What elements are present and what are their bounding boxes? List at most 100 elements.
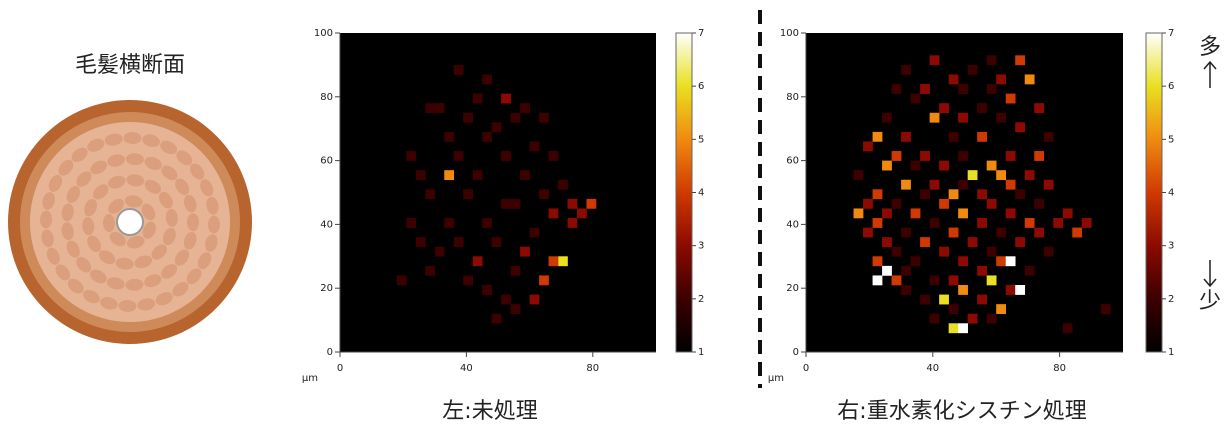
heatmap-cell bbox=[491, 313, 502, 324]
heatmap-cell bbox=[1005, 285, 1016, 295]
heatmap-cell bbox=[958, 256, 968, 267]
cortex-cell bbox=[71, 147, 88, 163]
heatmap-cell bbox=[920, 84, 930, 94]
plot-background bbox=[806, 33, 1123, 352]
cortex-cell bbox=[109, 231, 126, 247]
heatmap-cell bbox=[977, 218, 987, 228]
heatmap-cell bbox=[1081, 218, 1092, 228]
heatmap-cell bbox=[929, 275, 940, 286]
heatmap-cell bbox=[872, 256, 883, 267]
heatmap-cell bbox=[491, 237, 502, 248]
cortex-cell bbox=[40, 210, 53, 229]
y-tick-label: 20 bbox=[786, 283, 799, 294]
cortex-cell bbox=[158, 191, 173, 209]
cortex-cell bbox=[206, 196, 219, 215]
heatmap-cell bbox=[948, 131, 959, 142]
heatmap-cell bbox=[501, 198, 511, 209]
arrow-down bbox=[1203, 260, 1217, 288]
heatmap-cell bbox=[1100, 304, 1111, 315]
chart-caption: 左:未処理 bbox=[442, 399, 537, 424]
cortex-cell bbox=[106, 277, 125, 290]
heatmap-cell bbox=[472, 170, 483, 181]
cortex-cell bbox=[124, 195, 143, 208]
cortex-cell bbox=[98, 250, 116, 265]
heatmap-cell bbox=[539, 112, 549, 123]
cortex-cell bbox=[58, 159, 74, 176]
heatmap-cell bbox=[958, 112, 968, 123]
heatmap-cell bbox=[996, 112, 1007, 123]
hair-cross-section bbox=[8, 100, 252, 344]
cortex-cell bbox=[103, 214, 116, 233]
heatmap-cell bbox=[853, 208, 864, 219]
cortex-cell bbox=[126, 174, 145, 187]
cortex-cell bbox=[175, 178, 190, 195]
colorbar-tick-label: 7 bbox=[1168, 28, 1174, 39]
y-tick-label: 0 bbox=[327, 347, 333, 358]
heatmap-cell bbox=[453, 151, 464, 161]
heatmap-cell bbox=[996, 227, 1007, 238]
heatmap-cell bbox=[539, 189, 549, 200]
heatmap-chart: 0 20 40 60 80 100 0 40 80 μm 1 2 3 4 5 6 7 左:未処理 bbox=[302, 28, 704, 424]
cortex-cell bbox=[123, 132, 142, 145]
heatmap-cell bbox=[548, 208, 559, 219]
heatmap-cell bbox=[520, 170, 530, 181]
y-tick-label: 80 bbox=[786, 92, 799, 103]
heatmap-cell bbox=[491, 122, 502, 133]
heatmap-cell bbox=[891, 246, 902, 257]
heatmap-cell bbox=[901, 285, 911, 295]
heatmap-cell bbox=[920, 237, 930, 248]
heatmap-cell bbox=[958, 208, 968, 219]
heatmap-cell bbox=[482, 74, 492, 85]
heatmap-cell bbox=[986, 84, 997, 94]
colorbar-tick-label: 4 bbox=[698, 188, 704, 199]
heatmap-cell bbox=[520, 246, 530, 257]
heatmap-cell bbox=[929, 218, 940, 228]
heatmap-cell bbox=[891, 151, 902, 161]
heatmap-cell bbox=[558, 179, 568, 190]
heatmap-cell bbox=[453, 237, 464, 248]
heatmap-cell bbox=[425, 103, 436, 114]
colorbar-tick-label: 4 bbox=[1168, 188, 1174, 199]
heatmap-cell bbox=[967, 170, 978, 181]
heatmap-cell bbox=[872, 189, 883, 200]
heatmap-cell bbox=[958, 151, 968, 161]
cortex-cell bbox=[161, 264, 178, 279]
heatmap-cell bbox=[482, 218, 492, 228]
heatmap-cell bbox=[1024, 265, 1035, 276]
cortex-cell bbox=[87, 235, 102, 253]
cortex-cell bbox=[100, 297, 118, 310]
x-axis-label: μm bbox=[302, 373, 318, 384]
cortex-cell bbox=[76, 171, 92, 187]
colorbar-tick-label: 2 bbox=[1168, 294, 1174, 305]
cortex-cell bbox=[183, 231, 197, 250]
cortex-cell bbox=[42, 192, 55, 210]
heatmap-cell bbox=[996, 170, 1007, 181]
cortex-cell bbox=[125, 278, 144, 291]
heatmap-cell bbox=[977, 189, 987, 200]
x-tick-label: 0 bbox=[337, 363, 343, 374]
cortex-cell bbox=[207, 215, 220, 234]
heatmap-cell bbox=[920, 294, 930, 305]
heatmap-cell bbox=[425, 189, 436, 200]
heatmap-cell bbox=[986, 313, 997, 324]
heatmap-cell bbox=[1034, 198, 1045, 209]
heatmap-cell bbox=[967, 313, 978, 324]
heatmap-cell bbox=[948, 227, 959, 238]
heatmap-cell bbox=[482, 285, 492, 295]
heatmap-cell bbox=[920, 151, 930, 161]
cortex-cell bbox=[89, 269, 107, 284]
cortex-cell bbox=[144, 274, 162, 288]
heatmap-cell bbox=[996, 256, 1007, 267]
y-tick-label: 40 bbox=[320, 219, 333, 230]
heatmap-cell bbox=[872, 218, 883, 228]
cortex-cell bbox=[186, 213, 199, 232]
cortex-cell bbox=[144, 156, 162, 170]
cortex-cell bbox=[55, 264, 71, 281]
heatmap-cell bbox=[1053, 218, 1064, 228]
colorbar-tick-label: 3 bbox=[698, 241, 704, 252]
heatmap-cell bbox=[510, 112, 521, 123]
cortex-cell bbox=[137, 298, 156, 311]
heatmap-cell bbox=[1005, 208, 1016, 219]
heatmap-cell bbox=[977, 131, 987, 142]
